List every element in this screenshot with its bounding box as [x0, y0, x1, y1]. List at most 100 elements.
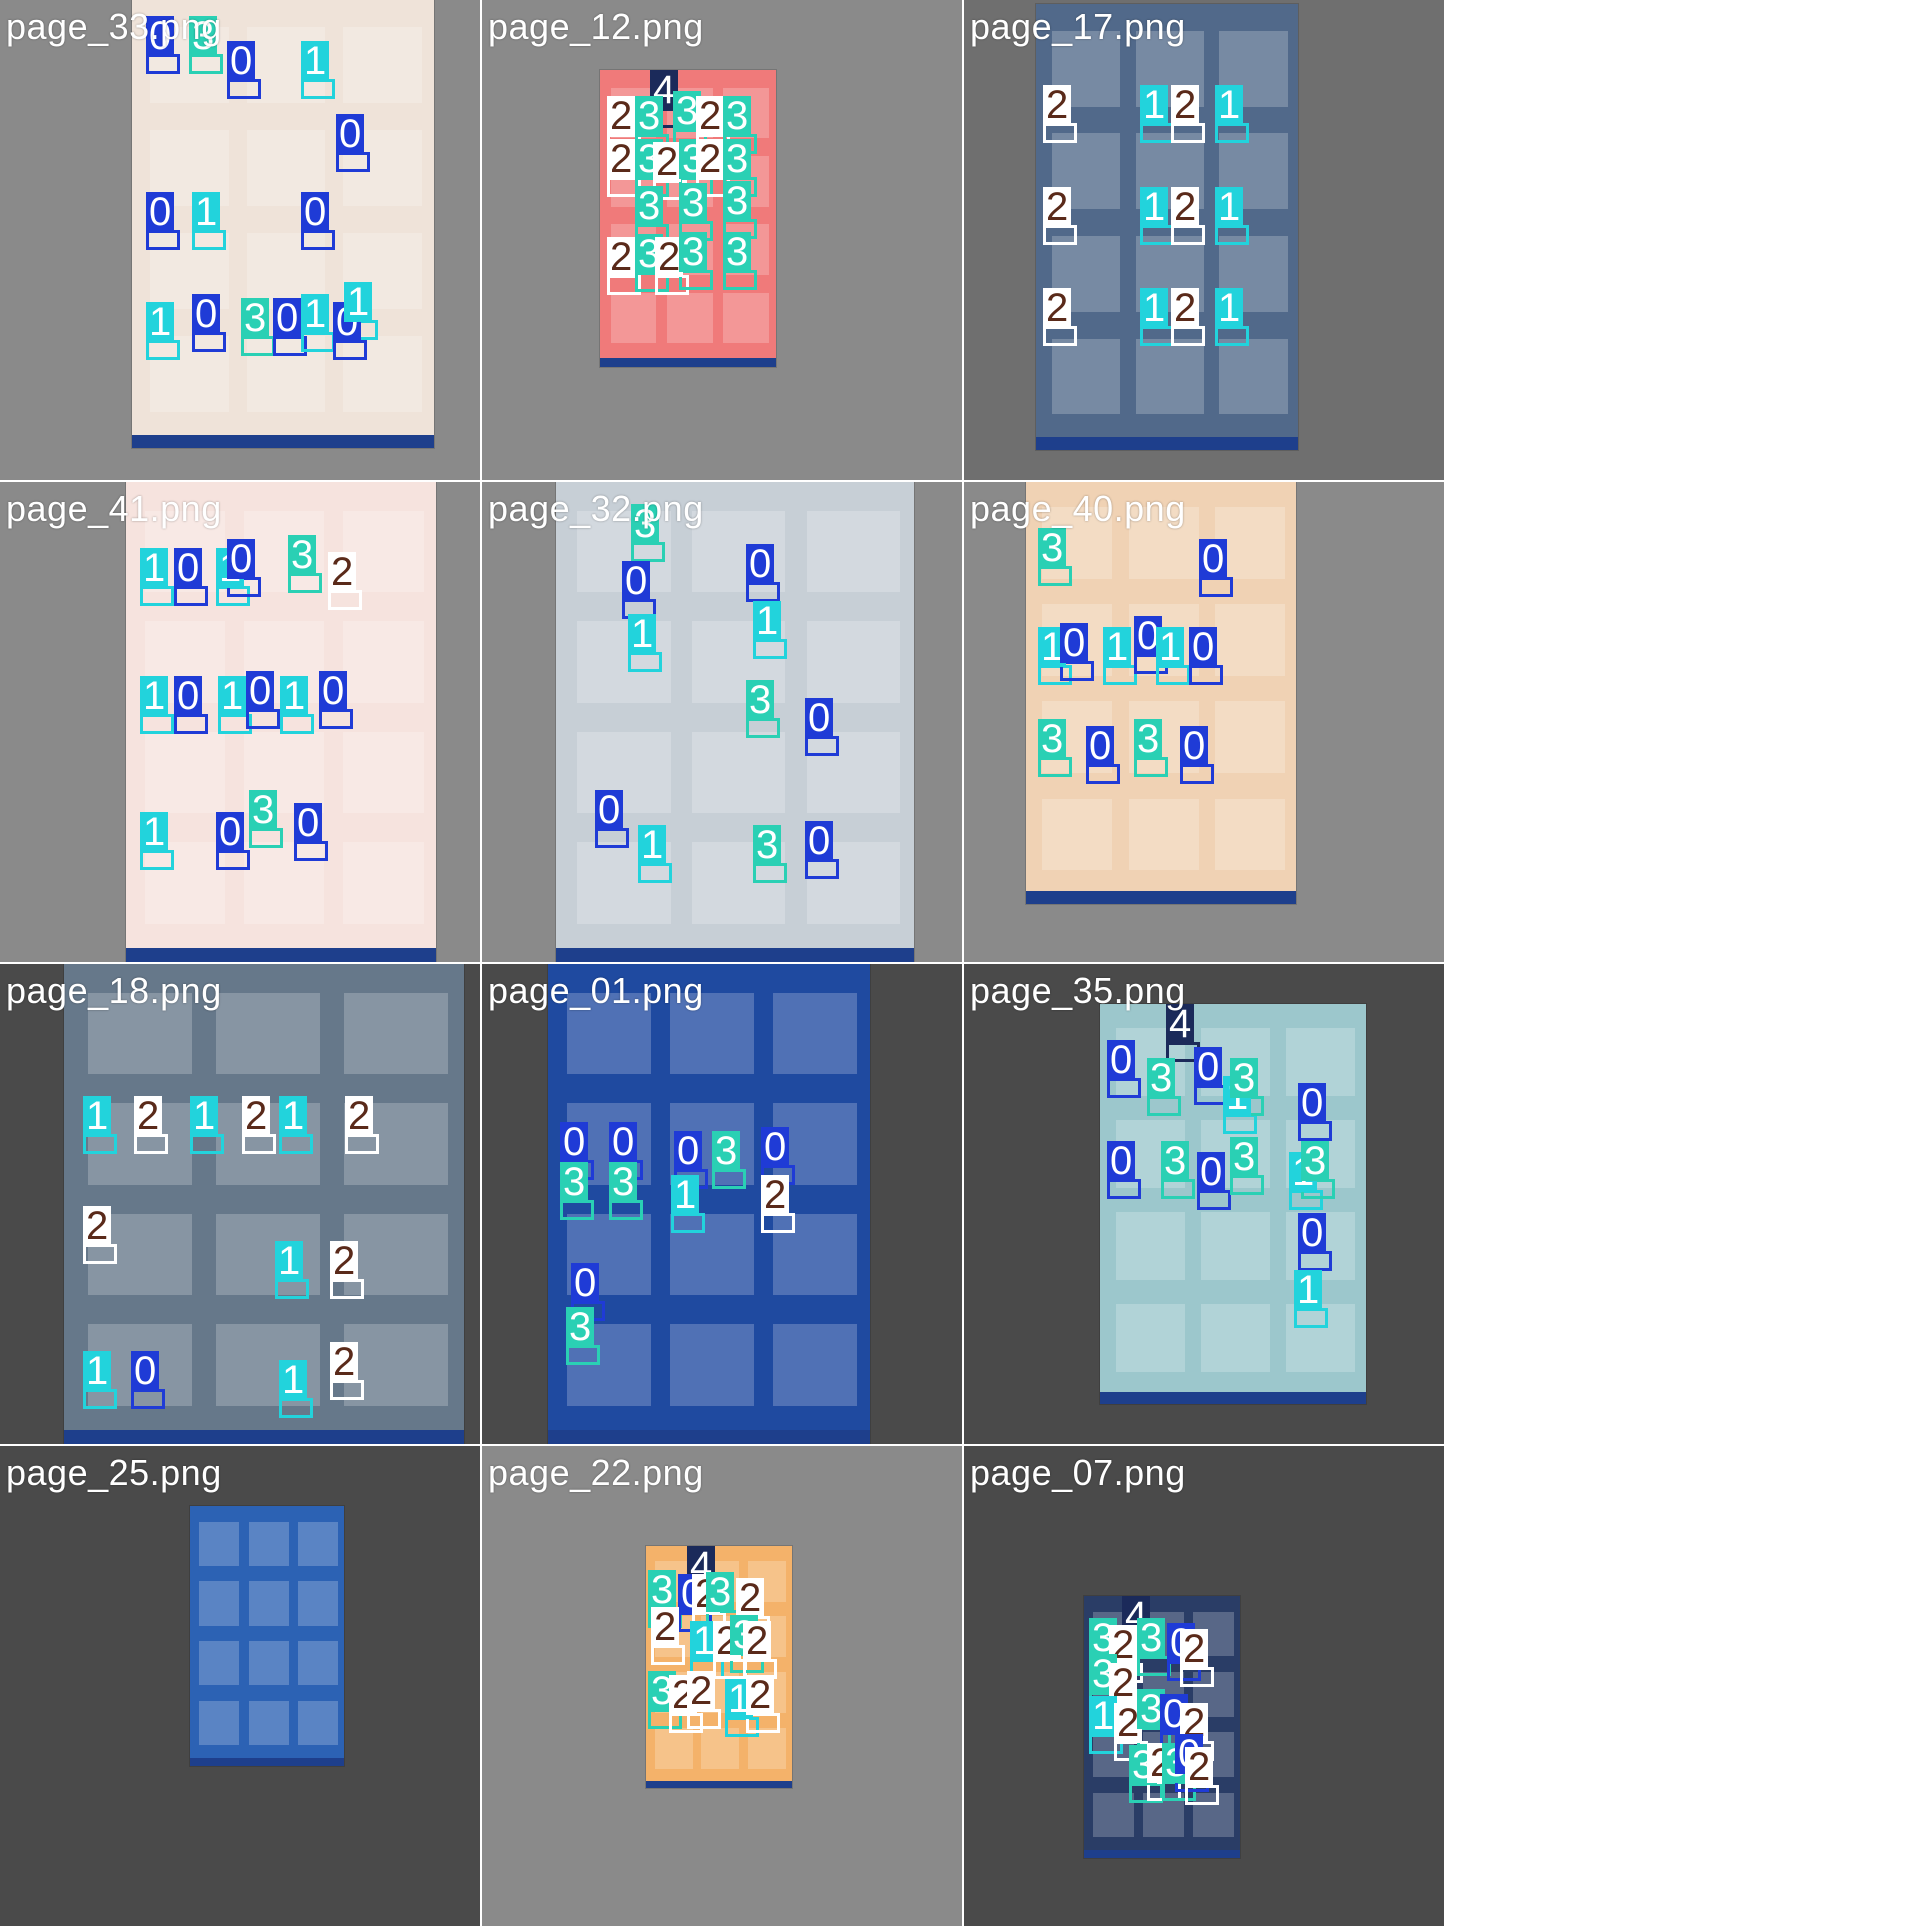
leaflet-footer-band — [64, 1429, 464, 1444]
product-tile — [806, 731, 900, 814]
detection-class-label: 0 — [595, 790, 624, 830]
leaflet-footer-band — [132, 434, 434, 448]
grid-cell-12: page_07.png 432302321230232302 — [964, 1446, 1444, 1926]
detection-class-label: 3 — [1230, 1137, 1259, 1177]
detection-class-label: 3 — [1230, 1058, 1259, 1098]
cell-filename: page_12.png — [488, 6, 704, 47]
detection-class-label: 2 — [1171, 187, 1200, 227]
detection-class-label: 3 — [249, 790, 278, 830]
detection-class-label: 0 — [336, 114, 365, 154]
product-tile — [670, 1213, 755, 1296]
product-tile — [144, 842, 226, 924]
leaflet-footer-band — [556, 947, 914, 962]
cell-filename: page_18.png — [6, 970, 222, 1011]
detection-class-label: 1 — [140, 812, 169, 852]
leaflet-page-image: 432302321230232302 — [1084, 1596, 1240, 1858]
product-tile — [806, 510, 900, 593]
detection-class-label: 3 — [673, 91, 702, 131]
detection-class-label: 2 — [687, 1671, 716, 1711]
leaflet-footer-band — [126, 947, 436, 962]
detection-class-label: 0 — [216, 812, 245, 852]
product-tile — [248, 1641, 289, 1686]
product-tile — [248, 1521, 289, 1566]
cell-filename: page_41.png — [6, 488, 222, 529]
product-tile — [1286, 1304, 1356, 1372]
detection-class-label: 3 — [1137, 1618, 1166, 1658]
product-tile — [773, 1213, 858, 1296]
product-tile — [297, 1641, 338, 1686]
cell-filename: page_17.png — [970, 6, 1186, 47]
detection-class-label: 1 — [1140, 187, 1169, 227]
detection-class-label: 0 — [246, 671, 275, 711]
detection-class-label: 0 — [174, 676, 203, 716]
detection-class-label: 3 — [560, 1162, 589, 1202]
product-tile — [1215, 798, 1286, 871]
detection-class-label: 3 — [635, 186, 664, 226]
detection-class-label: 2 — [761, 1175, 790, 1215]
detection-class-label: 0 — [192, 294, 221, 334]
detection-class-label: 1 — [301, 41, 330, 81]
detection-class-label: 3 — [723, 232, 752, 272]
grid-cell-10: page_25.png — [0, 1446, 480, 1926]
detection-class-label: 0 — [1194, 1047, 1223, 1087]
product-tile — [670, 992, 755, 1075]
detection-class-label: 1 — [1089, 1696, 1118, 1736]
detection-class-label: 3 — [288, 535, 317, 575]
detection-class-label: 1 — [1215, 85, 1244, 125]
detection-class-label: 0 — [1197, 1152, 1226, 1192]
detection-class-label: 1 — [1140, 288, 1169, 328]
detection-class-label: 2 — [607, 96, 636, 136]
detection-class-label: 0 — [273, 298, 302, 338]
detection-class-label: 2 — [83, 1206, 112, 1246]
product-tile — [343, 510, 424, 593]
leaflet-footer-band — [1100, 1392, 1366, 1404]
detection-class-label: 1 — [1140, 85, 1169, 125]
grid-cell-1: page_33.png 0 3 0 1 0 0 1 0 1 0 3 0 1 0 1 — [0, 0, 480, 480]
grid-cell-7: page_18.png 1 2 1 2 1 2 2 1 2 1 0 1 2 — [0, 964, 480, 1444]
product-tile — [773, 992, 858, 1075]
product-tile — [567, 992, 652, 1075]
detection-class-label: 3 — [566, 1307, 595, 1347]
detection-class-label: 0 — [1180, 726, 1209, 766]
detection-class-label: 2 — [1171, 85, 1200, 125]
leaflet-page-image: 1010321010101030 — [126, 482, 436, 962]
detection-class-label: 0 — [131, 1351, 160, 1391]
detection-class-label: 1 — [279, 1096, 308, 1136]
product-tile — [199, 1581, 240, 1626]
leaflet-page-image: 4302322123232212 — [646, 1546, 792, 1788]
detection-class-label: 1 — [1215, 288, 1244, 328]
grid-cell-5: page_32.png 3 0 0 1 1 3 0 0 1 3 0 — [482, 482, 962, 962]
detection-class-label: 2 — [696, 96, 725, 136]
detection-class-label: 1 — [140, 676, 169, 716]
detection-class-label: 3 — [1038, 528, 1067, 568]
leaflet-footer-band — [646, 1780, 792, 1788]
product-tile — [150, 336, 229, 413]
grid-cell-3: page_17.png 2 1 2 1 2 1 2 1 2 1 2 1 — [964, 0, 1444, 480]
product-tile — [343, 26, 422, 104]
cell-filename: page_07.png — [970, 1452, 1186, 1493]
product-tile — [806, 621, 900, 703]
grid-cell-6: page_40.png 3 0 1 0 1 0 1 0 3 0 3 0 — [964, 482, 1444, 962]
product-tile — [577, 731, 671, 814]
product-tile — [1201, 1304, 1271, 1372]
detection-class-label: 2 — [607, 237, 636, 277]
detection-class-label: 1 — [275, 1241, 304, 1281]
detection-class-label: 0 — [761, 1127, 790, 1167]
detection-class-label: 1 — [192, 192, 221, 232]
product-tile — [610, 292, 657, 344]
detection-class-label: 1 — [638, 825, 667, 865]
detection-class-label: 3 — [706, 1572, 735, 1612]
detection-class-label: 2 — [330, 1342, 359, 1382]
detection-class-label: 0 — [294, 803, 323, 843]
cell-filename: page_22.png — [488, 1452, 704, 1493]
product-tile — [344, 992, 448, 1075]
detection-class-label: 2 — [607, 139, 636, 179]
detection-class-label: 3 — [712, 1131, 741, 1171]
detection-class-label: 0 — [1107, 1040, 1136, 1080]
leaflet-page-image — [190, 1506, 344, 1766]
grid-cell-9: page_35.png403013003031301 — [964, 964, 1444, 1444]
